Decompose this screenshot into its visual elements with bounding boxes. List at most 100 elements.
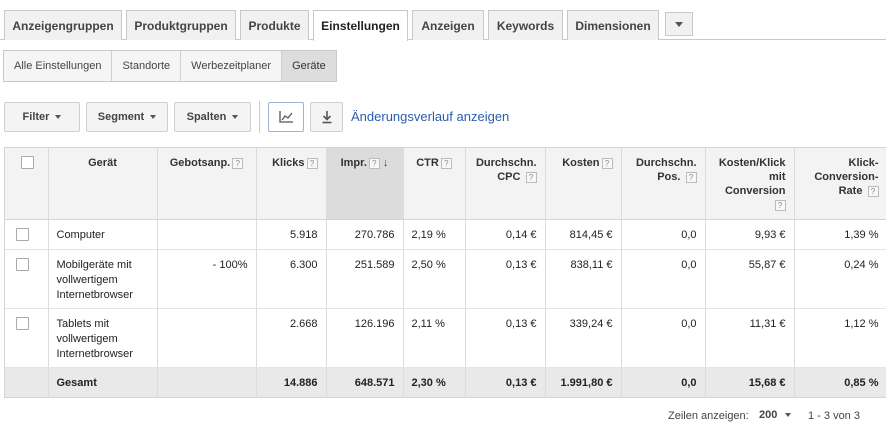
select-all-checkbox[interactable]: [21, 156, 35, 169]
total-label: Gesamt: [48, 367, 158, 398]
cell-impressions: 126.196: [326, 308, 404, 368]
col-kosten-pro-conversion[interactable]: Kosten/Klick mit Conversion ?: [705, 148, 795, 220]
download-button[interactable]: [310, 102, 343, 132]
row-checkbox[interactable]: [16, 316, 29, 330]
help-icon[interactable]: ?: [774, 199, 786, 211]
col-durchschn-pos[interactable]: Durchschn. Pos. ?: [621, 148, 706, 220]
cell-avg-pos: 0,0: [621, 249, 706, 309]
filter-button[interactable]: Filter: [4, 102, 80, 132]
tab-einstellungen[interactable]: Einstellungen: [313, 10, 408, 41]
col-durchschn-cpc[interactable]: Durchschn. CPC ?: [465, 148, 546, 220]
tab-dimensionen[interactable]: Dimensionen: [567, 10, 659, 40]
rows-per-page-value: 200: [759, 409, 778, 421]
help-icon[interactable]: ?: [601, 157, 613, 169]
cell-bid-adjustment[interactable]: [157, 308, 257, 368]
total-row: Gesamt 14.886 648.571 2,30 % 0,13 € 1.99…: [5, 367, 886, 398]
cell-impressions: 270.786: [326, 219, 404, 250]
col-klicks[interactable]: Klicks?: [256, 148, 327, 220]
tab-anzeigen[interactable]: Anzeigen: [412, 10, 484, 40]
device-table: Gerät Gebotsanp.? Klicks? Impr.? ↓ CTR? D…: [4, 147, 886, 398]
cell-avg-cpc: 0,14 €: [465, 219, 546, 250]
toolbar: Filter Segment Spalten Änderungsverlauf …: [0, 101, 886, 133]
col-impressionen[interactable]: Impr.? ↓: [326, 148, 404, 220]
col-ctr[interactable]: CTR?: [403, 148, 466, 220]
more-tabs-button[interactable]: [665, 12, 693, 36]
pagination-bar: Zeilen anzeigen: 200 1 - 3 von 3: [0, 403, 886, 429]
cell-device: Mobilgeräte mit vollwertigem Internetbro…: [48, 249, 158, 309]
tab-produktgruppen[interactable]: Produktgruppen: [126, 10, 236, 40]
row-checkbox[interactable]: [16, 257, 29, 271]
help-icon[interactable]: ?: [368, 157, 380, 169]
col-kosten[interactable]: Kosten?: [545, 148, 622, 220]
help-icon[interactable]: ?: [306, 157, 318, 169]
table-row: Mobilgeräte mit vollwertigem Internetbro…: [5, 249, 886, 309]
tab-produkte[interactable]: Produkte: [240, 10, 309, 40]
col-label: Klicks: [272, 157, 305, 169]
subtab-alle-einstellungen[interactable]: Alle Einstellungen: [4, 51, 113, 81]
table-header-row: Gerät Gebotsanp.? Klicks? Impr.? ↓ CTR? D…: [5, 148, 886, 220]
cell-conversion-rate: 0,24 %: [794, 249, 886, 309]
cell-bid-adjustment[interactable]: [157, 219, 257, 250]
help-icon[interactable]: ?: [685, 171, 697, 183]
help-icon[interactable]: ?: [525, 171, 537, 183]
cell-device: Tablets mit vollwertigem Internetbrowser: [48, 308, 158, 368]
tab-keywords[interactable]: Keywords: [488, 10, 563, 40]
cell-bid-adjustment[interactable]: - 100%: [157, 249, 257, 309]
chevron-down-icon: [675, 21, 683, 27]
cell-impressions: 251.589: [326, 249, 404, 309]
tab-anzeigengruppen[interactable]: Anzeigengruppen: [4, 10, 122, 40]
columns-label: Spalten: [186, 111, 227, 123]
segment-label: Segment: [97, 111, 145, 123]
col-geraet[interactable]: Gerät: [48, 148, 158, 220]
chart-toggle-button[interactable]: [268, 102, 304, 132]
subtab-werbezeitplaner[interactable]: Werbezeitplaner: [181, 51, 283, 81]
cell-clicks: 6.300: [256, 249, 327, 309]
total-ctr: 2,30 %: [403, 367, 466, 398]
col-label: Durchschn. Pos.: [635, 157, 697, 183]
col-label: Gebotsanp.: [169, 157, 231, 169]
col-label: Impr.: [340, 157, 367, 169]
change-history-link[interactable]: Änderungsverlauf anzeigen: [351, 109, 510, 124]
col-label: Kosten: [562, 157, 600, 169]
col-label: Durchschn. CPC: [475, 157, 537, 183]
total-bid-adjustment: [157, 367, 257, 398]
cell-cost: 814,45 €: [545, 219, 622, 250]
toolbar-divider: [259, 101, 260, 133]
cell-cost: 339,24 €: [545, 308, 622, 368]
col-label: Gerät: [88, 157, 117, 169]
total-cost-per-conversion: 15,68 €: [705, 367, 795, 398]
cell-conversion-rate: 1,12 %: [794, 308, 886, 368]
col-gebotsanpassung[interactable]: Gebotsanp.?: [157, 148, 257, 220]
cell-cost-per-conversion: 9,93 €: [705, 219, 795, 250]
cell-avg-cpc: 0,13 €: [465, 249, 546, 309]
help-icon[interactable]: ?: [440, 157, 452, 169]
row-checkbox[interactable]: [16, 227, 29, 241]
dropdown-arrow-icon: [55, 115, 62, 119]
rows-per-page-select[interactable]: 200: [759, 409, 792, 421]
total-clicks: 14.886: [256, 367, 327, 398]
subtab-standorte[interactable]: Standorte: [112, 51, 182, 81]
table-row: Tablets mit vollwertigem Internetbrowser…: [5, 308, 886, 368]
cell-conversion-rate: 1,39 %: [794, 219, 886, 250]
cell-clicks: 2.668: [256, 308, 327, 368]
total-impressions: 648.571: [326, 367, 404, 398]
columns-button[interactable]: Spalten: [174, 102, 251, 132]
dropdown-arrow-icon: [150, 115, 157, 119]
download-icon: [322, 111, 331, 124]
col-label: CTR: [416, 157, 439, 169]
cell-clicks: 5.918: [256, 219, 327, 250]
help-icon[interactable]: ?: [867, 185, 879, 197]
dropdown-arrow-icon: [785, 413, 792, 417]
settings-subtabs: Alle Einstellungen Standorte Werbezeitpl…: [3, 50, 337, 82]
col-conversion-rate[interactable]: Klick-Conversion-Rate ?: [794, 148, 886, 220]
subtab-geraete[interactable]: Geräte: [282, 51, 336, 81]
sort-descending-icon: ↓: [382, 157, 389, 170]
col-label: Kosten/Klick mit Conversion: [718, 157, 786, 197]
segment-button[interactable]: Segment: [86, 102, 168, 132]
filter-label: Filter: [22, 111, 50, 123]
cell-avg-pos: 0,0: [621, 308, 706, 368]
help-icon[interactable]: ?: [232, 157, 244, 169]
rows-per-page-label: Zeilen anzeigen:: [668, 410, 749, 422]
cell-ctr: 2,50 %: [403, 249, 466, 309]
row-checkbox-cell: [5, 219, 49, 250]
